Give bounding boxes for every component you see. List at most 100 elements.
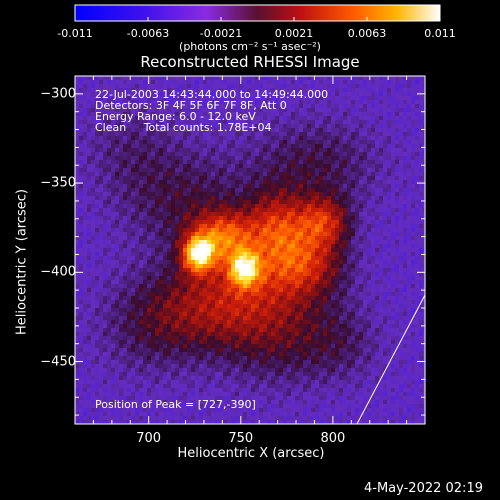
heatmap-cell [251, 136, 256, 141]
heatmap-cell [235, 408, 240, 413]
heatmap-cell [103, 360, 108, 365]
heatmap-cell [99, 104, 104, 109]
heatmap-cell [295, 388, 300, 393]
heatmap-cell [251, 196, 256, 201]
heatmap-cell [247, 248, 252, 253]
heatmap-cell [131, 388, 136, 393]
heatmap-cell [263, 420, 268, 424]
heatmap-cell [283, 380, 288, 385]
heatmap-cell [243, 132, 248, 137]
heatmap-cell [199, 296, 204, 301]
heatmap-cell [103, 200, 108, 205]
heatmap-cell [183, 352, 188, 357]
heatmap-cell [115, 292, 120, 297]
heatmap-cell [135, 248, 140, 253]
heatmap-cell [183, 200, 188, 205]
heatmap-cell [123, 360, 128, 365]
heatmap-cell [171, 284, 176, 289]
heatmap-cell [191, 296, 196, 301]
heatmap-cell [263, 188, 268, 193]
heatmap-cell [107, 232, 112, 237]
heatmap-cell [91, 172, 96, 177]
heatmap-cell [299, 140, 304, 145]
heatmap-cell [195, 396, 200, 401]
heatmap-cell [111, 348, 116, 353]
heatmap-cell [151, 212, 156, 217]
heatmap-cell [143, 236, 148, 241]
heatmap-cell [267, 172, 272, 177]
heatmap-cell [103, 180, 108, 185]
heatmap-cell [139, 260, 144, 265]
heatmap-cell [219, 404, 224, 409]
heatmap-cell [111, 188, 116, 193]
heatmap-cell [143, 84, 148, 89]
heatmap-cell [155, 364, 160, 369]
heatmap-cell [267, 416, 272, 421]
heatmap-cell [183, 168, 188, 173]
heatmap-cell [75, 384, 80, 389]
heatmap-cell [103, 300, 108, 305]
heatmap-cell [303, 172, 308, 177]
heatmap-cell [103, 100, 108, 105]
heatmap-cell [271, 284, 276, 289]
heatmap-cell [183, 92, 188, 97]
heatmap-cell [135, 208, 140, 213]
heatmap-cell [79, 288, 84, 293]
heatmap-cell [299, 408, 304, 413]
heatmap-cell [135, 416, 140, 421]
heatmap-cell [247, 312, 252, 317]
heatmap-cell [243, 272, 248, 277]
heatmap-cell [147, 92, 152, 97]
heatmap-cell [223, 164, 228, 169]
heatmap-cell [279, 260, 284, 265]
heatmap-cell [171, 92, 176, 97]
heatmap-cell [151, 408, 156, 413]
heatmap-cell [263, 148, 268, 153]
heatmap-cell [295, 180, 300, 185]
heatmap-cell [87, 344, 92, 349]
heatmap-cell [123, 292, 128, 297]
heatmap-cell [167, 296, 172, 301]
heatmap-cell [219, 224, 224, 229]
heatmap-cell [159, 188, 164, 193]
heatmap-cell [231, 400, 236, 405]
heatmap-cell [227, 408, 232, 413]
heatmap-cell [147, 356, 152, 361]
heatmap-cell [75, 192, 80, 197]
heatmap-cell [267, 184, 272, 189]
heatmap-cell [91, 324, 96, 329]
heatmap-cell [211, 104, 216, 109]
heatmap-cell [231, 212, 236, 217]
heatmap-cell [107, 356, 112, 361]
heatmap-cell [219, 100, 224, 105]
heatmap-cell [299, 272, 304, 277]
heatmap-cell [199, 80, 204, 85]
heatmap-cell [231, 284, 236, 289]
heatmap-cell [103, 88, 108, 93]
heatmap-cell [195, 372, 200, 377]
heatmap-cell [75, 204, 80, 209]
heatmap-cell [127, 184, 132, 189]
heatmap-cell [215, 348, 220, 353]
heatmap-cell [211, 84, 216, 89]
heatmap-cell [131, 156, 136, 161]
heatmap-cell [303, 124, 308, 129]
heatmap-cell [187, 380, 192, 385]
heatmap-cell [75, 336, 80, 341]
heatmap-cell [191, 348, 196, 353]
heatmap-cell [183, 216, 188, 221]
heatmap-cell [295, 368, 300, 373]
heatmap-cell [175, 280, 180, 285]
heatmap-cell [183, 160, 188, 165]
heatmap-cell [95, 180, 100, 185]
heatmap-cell [267, 228, 272, 233]
heatmap-cell [191, 352, 196, 357]
heatmap-cell [271, 336, 276, 341]
heatmap-cell [195, 172, 200, 177]
heatmap-cell [203, 248, 208, 253]
heatmap-cell [199, 176, 204, 181]
heatmap-cell [163, 204, 168, 209]
heatmap-cell [263, 276, 268, 281]
heatmap-cell [303, 168, 308, 173]
heatmap-cell [283, 160, 288, 165]
